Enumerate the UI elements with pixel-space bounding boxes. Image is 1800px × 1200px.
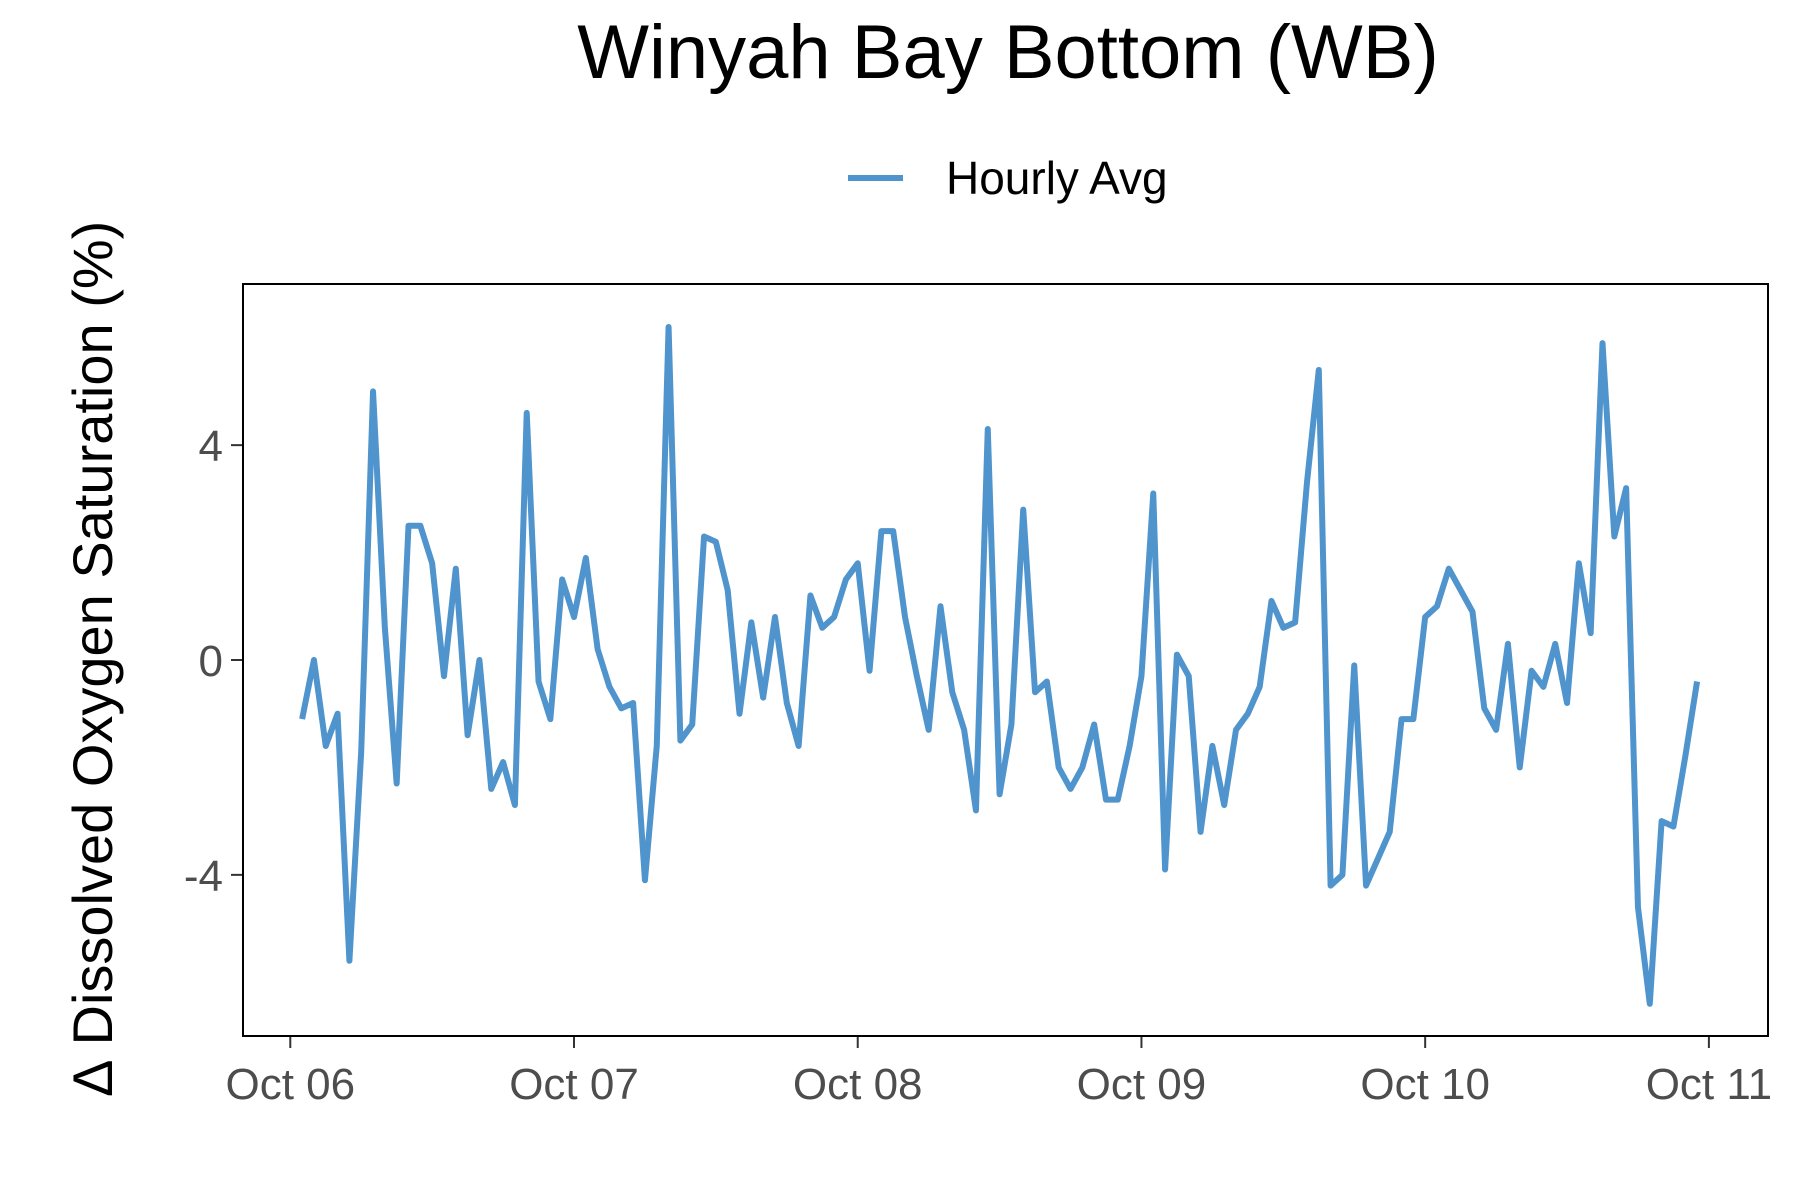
y-tick-label: 4 [199, 422, 223, 471]
y-tick-label: 0 [199, 637, 223, 686]
y-tick-label: -4 [184, 852, 223, 901]
x-axis: Oct 06 Oct 07 Oct 08 Oct 09 Oct 10 Oct 11 [225, 1036, 1772, 1109]
y-axis: 4 0 -4 [184, 422, 243, 901]
x-tick-label: Oct 08 [793, 1060, 923, 1109]
y-axis-title: ∆ Dissolved Oxygen Saturation (%) [61, 221, 124, 1096]
series-layer [299, 323, 1701, 1007]
x-tick-label: Oct 10 [1360, 1060, 1490, 1109]
x-tick-label: Oct 09 [1077, 1060, 1207, 1109]
legend-label-hourly-avg: Hourly Avg [946, 152, 1168, 204]
x-tick-label: Oct 11 [1646, 1060, 1772, 1109]
chart-title: Winyah Bay Bottom (WB) [577, 10, 1439, 95]
x-tick-label: Oct 06 [225, 1060, 355, 1109]
legend: Hourly Avg [848, 152, 1168, 204]
x-tick-label: Oct 07 [509, 1060, 639, 1109]
plot-panel [242, 283, 1769, 1037]
series-line-hourly-avg [299, 323, 1701, 1007]
